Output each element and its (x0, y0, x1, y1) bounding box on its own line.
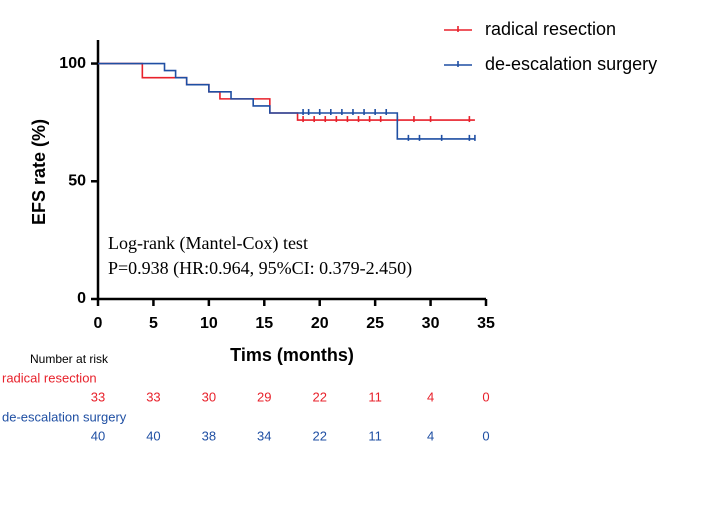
risk-count: 0 (482, 389, 489, 404)
risk-count: 0 (482, 428, 489, 443)
x-tick-label: 20 (311, 315, 329, 332)
risk-count: 40 (146, 428, 160, 443)
x-tick-label: 35 (477, 315, 495, 332)
risk-count: 33 (91, 389, 105, 404)
y-tick-label: 50 (68, 172, 86, 189)
y-tick-label: 100 (59, 55, 86, 72)
risk-count: 22 (312, 389, 326, 404)
legend-label: de-escalation surgery (485, 54, 657, 74)
risk-count: 11 (368, 389, 382, 404)
risk-count: 22 (312, 428, 326, 443)
x-tick-label: 15 (255, 315, 273, 332)
risk-count: 4 (427, 389, 434, 404)
risk-count: 40 (91, 428, 105, 443)
survival-curve (98, 62, 475, 121)
risk-table-title: Number at risk (30, 352, 109, 366)
survival-curve (98, 62, 475, 140)
x-axis-label: Tims (months) (230, 345, 354, 365)
y-axis-label: EFS rate (%) (29, 119, 49, 225)
risk-count: 11 (368, 428, 382, 443)
legend-label: radical resection (485, 19, 616, 39)
risk-count: 30 (202, 389, 216, 404)
risk-row-name: radical resection (2, 370, 97, 385)
annotation: P=0.938 (HR:0.964, 95%CI: 0.379-2.450) (108, 258, 412, 279)
risk-count: 4 (427, 428, 434, 443)
x-tick-label: 0 (94, 315, 103, 332)
y-tick-label: 0 (77, 290, 86, 307)
x-tick-label: 10 (200, 315, 218, 332)
risk-count: 34 (257, 428, 271, 443)
x-tick-label: 30 (422, 315, 440, 332)
risk-count: 38 (202, 428, 216, 443)
risk-count: 33 (146, 389, 160, 404)
annotation: Log-rank (Mantel-Cox) test (108, 233, 308, 254)
risk-count: 29 (257, 389, 271, 404)
risk-row-name: de-escalation surgery (2, 409, 127, 424)
x-tick-label: 25 (366, 315, 384, 332)
x-tick-label: 5 (149, 315, 158, 332)
